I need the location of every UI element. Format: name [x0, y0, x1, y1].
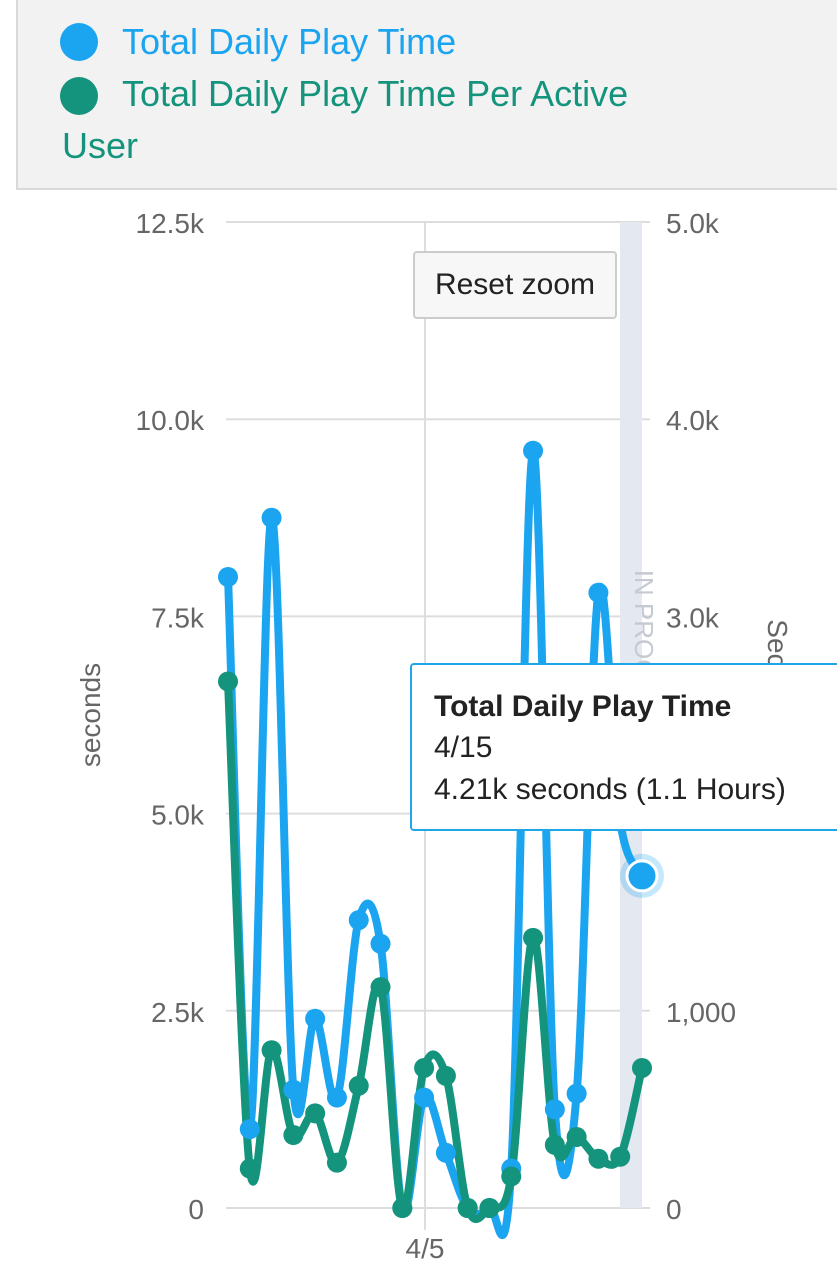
data-point[interactable] — [283, 1079, 304, 1100]
right-tick-label: 5.0k — [666, 208, 720, 239]
data-point[interactable] — [588, 1148, 609, 1169]
legend-item-per-user[interactable]: Total Daily Play Time Per Active User — [62, 68, 702, 172]
legend-item-play-time[interactable]: Total Daily Play Time — [122, 16, 456, 68]
tooltip-value: 4.21k seconds (1.1 Hours) — [434, 773, 786, 806]
legend-label-per-user: Total Daily Play Time Per Active User — [62, 73, 629, 166]
left-tick-label: 0 — [188, 1194, 204, 1225]
data-point[interactable] — [435, 1142, 456, 1163]
series-points — [218, 440, 664, 1218]
tooltip-date: 4/15 — [434, 731, 493, 764]
data-point[interactable] — [523, 927, 544, 948]
left-tick-label: 12.5k — [136, 208, 205, 239]
data-point[interactable] — [218, 671, 238, 692]
data-point[interactable] — [370, 933, 391, 954]
tooltip: Total Daily Play Time 4/15 4.21k seconds… — [410, 663, 837, 831]
data-point[interactable] — [239, 1158, 260, 1179]
data-point[interactable] — [261, 507, 282, 528]
data-point[interactable] — [239, 1119, 260, 1140]
data-point[interactable] — [414, 1057, 435, 1078]
data-point[interactable] — [326, 1087, 347, 1108]
data-point[interactable] — [348, 1075, 369, 1096]
data-point[interactable] — [544, 1134, 565, 1155]
data-point[interactable] — [501, 1166, 522, 1187]
data-point[interactable] — [435, 1065, 456, 1086]
data-point[interactable] — [305, 1008, 326, 1029]
left-axis-ticks: 0 2.5k 5.0k 7.5k 10.0k 12.5k — [136, 208, 205, 1225]
data-point[interactable] — [283, 1125, 304, 1146]
data-point[interactable] — [305, 1103, 326, 1124]
data-point[interactable] — [523, 440, 544, 461]
data-point[interactable] — [566, 1083, 587, 1104]
x-tick-label: 4/5 — [406, 1233, 445, 1264]
right-tick-label: 1,000 — [666, 997, 736, 1028]
data-point[interactable] — [218, 566, 238, 587]
data-point[interactable] — [566, 1127, 587, 1148]
data-point[interactable] — [348, 910, 369, 931]
legend-label-play-time: Total Daily Play Time — [122, 21, 457, 62]
right-tick-label: 0 — [666, 1194, 682, 1225]
legend-dot-play-time[interactable] — [60, 23, 98, 61]
data-point[interactable] — [544, 1099, 565, 1120]
left-tick-label: 10.0k — [136, 405, 205, 436]
data-point[interactable] — [632, 1057, 652, 1078]
data-point[interactable] — [610, 1146, 631, 1167]
reset-zoom-button[interactable]: Reset zoom — [413, 251, 617, 319]
data-point[interactable] — [261, 1040, 282, 1061]
data-point[interactable] — [392, 1198, 413, 1218]
legend-dot-per-user[interactable] — [60, 77, 98, 115]
right-tick-label: 3.0k — [666, 602, 720, 633]
x-axis-ticks: 4/5 — [406, 1233, 445, 1264]
data-point[interactable] — [588, 582, 609, 603]
highlight-point[interactable] — [625, 859, 659, 893]
left-axis-label: seconds — [75, 663, 106, 767]
data-point[interactable] — [370, 977, 391, 998]
data-point[interactable] — [479, 1198, 500, 1218]
left-tick-label: 5.0k — [151, 800, 205, 831]
tooltip-title: Total Daily Play Time — [434, 690, 732, 723]
series-lines — [224, 446, 646, 1239]
data-point[interactable] — [457, 1198, 478, 1218]
data-point[interactable] — [326, 1152, 347, 1173]
legend-panel: Total Daily Play Time Total Daily Play T… — [16, 0, 837, 190]
left-tick-label: 2.5k — [151, 997, 205, 1028]
data-point[interactable] — [414, 1087, 435, 1108]
right-tick-label: 4.0k — [666, 405, 720, 436]
left-tick-label: 7.5k — [151, 602, 205, 633]
